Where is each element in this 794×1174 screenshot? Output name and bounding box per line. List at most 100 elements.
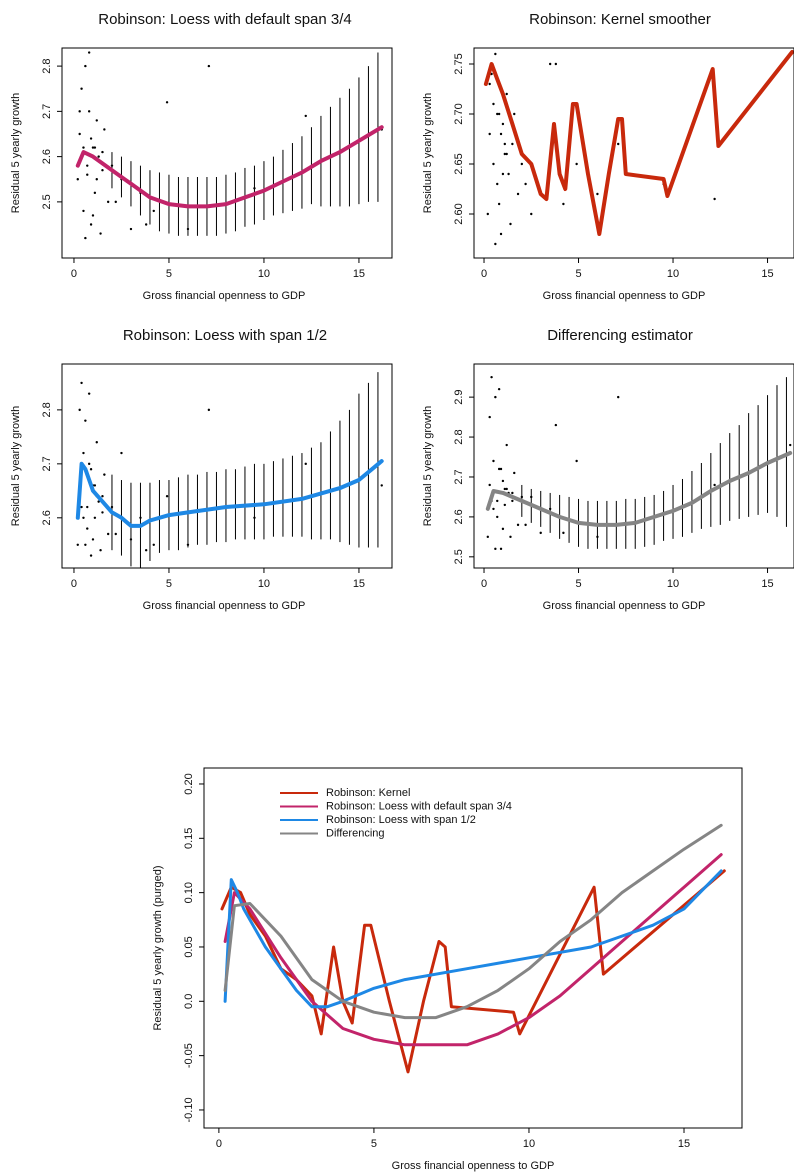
data-point [86,527,89,530]
data-point [490,375,493,379]
data-point [103,128,106,131]
data-point [507,172,510,176]
data-point [617,142,620,146]
y-tick-label: 0.20 [183,773,195,794]
data-point [144,548,148,552]
data-point [86,173,89,176]
y-tick-label: 2.8 [453,429,465,444]
data-point [520,162,524,166]
data-point [95,441,98,444]
data-point [82,451,85,455]
data-point [488,82,491,86]
data-point [82,209,85,213]
data-point [503,503,507,507]
series-line [483,50,794,236]
data-point [562,202,565,206]
data-point [492,102,495,106]
data-point [78,408,81,412]
data-point [505,152,508,156]
x-tick-label: 15 [761,578,773,590]
chart: Robinson: Loess with default span 3/4 Gro… [10,11,393,302]
y-axis-label: Residual 5 yearly growth [10,93,22,213]
x-tick-label: 15 [353,578,365,590]
data-point [501,122,505,126]
chart-title: Robinson: Loess with default span 3/4 [98,11,352,28]
data-point [548,62,552,66]
data-point [501,527,505,531]
data-point [304,462,307,466]
data-point [95,119,98,122]
chart: Robinson: Kernel smoother Gross financial… [422,11,794,302]
data-point [488,415,491,419]
data-point [503,142,507,146]
data-point [789,443,792,447]
data-point [95,178,98,181]
data-point [84,236,87,240]
chart-title: Robinson: Kernel smoother [529,11,711,28]
data-point [80,505,83,509]
data-point [99,232,102,235]
series-line [485,451,793,527]
data-point [207,64,211,68]
data-point [89,137,93,140]
data-point [554,62,558,66]
data-point [488,483,491,487]
data-point [496,112,499,116]
chart: Differencing estimator Gross financial op… [422,327,794,612]
y-tick-label: 2.7 [41,104,53,119]
y-axis-label: Residual 5 yearly growth [422,406,434,526]
data-point [513,112,516,116]
y-tick-label: 0.10 [183,882,195,903]
data-point [554,423,558,427]
data-point [488,132,491,136]
data-point [494,52,497,56]
data-point [114,200,117,204]
data-point [516,192,520,196]
legend-label: Robinson: Loess with span 1/2 [326,814,476,826]
x-tick-label: 5 [575,268,581,280]
plot-area [75,51,384,240]
data-point [380,484,383,487]
y-tick-label: -0.05 [183,1043,195,1068]
data-point [713,197,716,201]
y-tick-label: 2.6 [41,510,53,525]
y-tick-label: 2.75 [453,53,465,74]
data-point [106,200,110,204]
data-point [78,110,81,113]
data-point [492,162,495,166]
series-line [223,853,723,1047]
x-tick-label: 10 [258,268,270,280]
data-point [497,387,501,391]
data-point [87,51,91,54]
x-tick-label: 10 [523,1138,535,1150]
series-line [75,459,384,528]
data-point [87,462,91,466]
x-tick-label: 15 [678,1138,690,1150]
data-point [499,467,503,471]
data-point [82,146,85,149]
data-point [492,507,495,511]
data-point [101,168,104,172]
data-point [86,505,89,509]
y-tick-label: 2.60 [453,203,465,224]
data-point [304,114,307,118]
y-tick-label: 2.9 [453,389,465,404]
data-point [539,531,542,535]
x-tick-label: 0 [216,1138,222,1150]
chart: Gross financial openness to GDP Residual … [152,767,743,1172]
data-point [596,192,599,196]
x-tick-label: 10 [258,578,270,590]
data-point [575,459,578,463]
y-tick-label: 2.5 [41,194,53,209]
data-point [486,212,489,216]
data-point [76,543,79,546]
data-point [93,146,97,149]
data-point [496,515,499,519]
data-point [499,232,503,236]
data-point [165,495,169,498]
data-point [496,182,499,186]
data-point [165,101,169,104]
data-point [505,92,508,96]
y-axis-label: Residual 5 yearly growth [422,93,434,213]
